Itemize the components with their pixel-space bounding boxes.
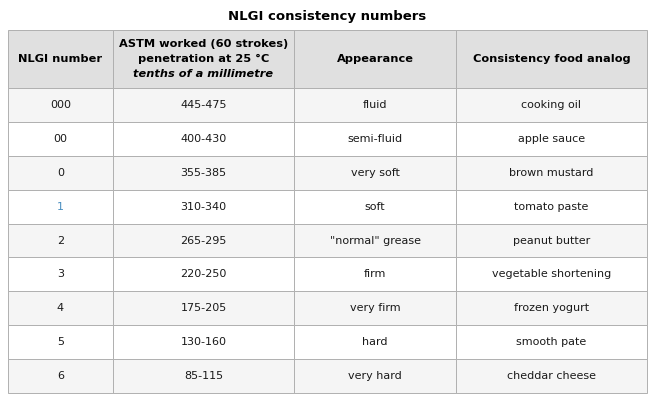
Text: NLGI number: NLGI number <box>18 54 102 64</box>
Text: 310-340: 310-340 <box>181 201 227 211</box>
Text: 355-385: 355-385 <box>181 168 227 178</box>
Bar <box>113 359 294 393</box>
Bar <box>113 291 294 325</box>
Bar <box>294 156 456 190</box>
Bar <box>113 325 294 359</box>
Text: peanut butter: peanut butter <box>513 235 590 245</box>
Text: 5: 5 <box>57 337 64 347</box>
Bar <box>113 156 294 190</box>
Bar <box>456 190 647 223</box>
Text: penetration at 25 °C: penetration at 25 °C <box>138 54 269 64</box>
Text: cooking oil: cooking oil <box>521 100 582 110</box>
Bar <box>294 359 456 393</box>
Text: 6: 6 <box>57 371 64 381</box>
Text: soft: soft <box>365 201 385 211</box>
Bar <box>456 325 647 359</box>
Text: 400-430: 400-430 <box>180 134 227 144</box>
Bar <box>8 122 113 156</box>
Text: very soft: very soft <box>350 168 400 178</box>
Text: apple sauce: apple sauce <box>518 134 585 144</box>
Text: brown mustard: brown mustard <box>509 168 593 178</box>
Text: 0: 0 <box>57 168 64 178</box>
Bar <box>8 30 113 88</box>
Text: 2: 2 <box>57 235 64 245</box>
Text: frozen yogurt: frozen yogurt <box>514 303 589 313</box>
Bar <box>113 122 294 156</box>
Text: hard: hard <box>362 337 388 347</box>
Text: 00: 00 <box>54 134 67 144</box>
Text: semi-fluid: semi-fluid <box>347 134 403 144</box>
Text: 445-475: 445-475 <box>180 100 227 110</box>
Text: 130-160: 130-160 <box>181 337 227 347</box>
Bar <box>456 291 647 325</box>
Text: smooth pate: smooth pate <box>516 337 587 347</box>
Bar <box>8 88 113 122</box>
Bar <box>294 122 456 156</box>
Bar <box>456 30 647 88</box>
Bar <box>294 190 456 223</box>
Bar <box>113 88 294 122</box>
Bar <box>8 325 113 359</box>
Bar <box>8 190 113 223</box>
Text: 265-295: 265-295 <box>180 235 227 245</box>
Bar <box>8 156 113 190</box>
Text: "normal" grease: "normal" grease <box>329 235 421 245</box>
Bar <box>8 359 113 393</box>
Bar <box>294 88 456 122</box>
Bar <box>294 223 456 257</box>
Bar <box>8 291 113 325</box>
Bar <box>294 257 456 291</box>
Bar <box>456 122 647 156</box>
Text: firm: firm <box>364 269 386 279</box>
Bar <box>113 223 294 257</box>
Text: NLGI consistency numbers: NLGI consistency numbers <box>229 10 426 23</box>
Text: Consistency food analog: Consistency food analog <box>473 54 630 64</box>
Text: 220-250: 220-250 <box>180 269 227 279</box>
Bar <box>456 156 647 190</box>
Text: very firm: very firm <box>350 303 400 313</box>
Text: Appearance: Appearance <box>337 54 413 64</box>
Text: 85-115: 85-115 <box>184 371 223 381</box>
Bar <box>456 359 647 393</box>
Text: 175-205: 175-205 <box>180 303 227 313</box>
Text: cheddar cheese: cheddar cheese <box>507 371 596 381</box>
Text: 3: 3 <box>57 269 64 279</box>
Text: 4: 4 <box>57 303 64 313</box>
Text: tomato paste: tomato paste <box>514 201 589 211</box>
Text: ASTM worked (60 strokes): ASTM worked (60 strokes) <box>119 39 288 49</box>
Bar <box>113 190 294 223</box>
Bar <box>456 88 647 122</box>
Bar <box>456 257 647 291</box>
Text: 000: 000 <box>50 100 71 110</box>
Bar <box>456 223 647 257</box>
Text: very hard: very hard <box>348 371 402 381</box>
Text: vegetable shortening: vegetable shortening <box>492 269 611 279</box>
Bar <box>294 30 456 88</box>
Bar <box>294 325 456 359</box>
Bar <box>8 223 113 257</box>
Text: fluid: fluid <box>363 100 387 110</box>
Bar <box>113 30 294 88</box>
Text: tenths of a millimetre: tenths of a millimetre <box>134 69 274 79</box>
Bar <box>294 291 456 325</box>
Bar <box>8 257 113 291</box>
Text: 1: 1 <box>57 201 64 211</box>
Bar <box>113 257 294 291</box>
